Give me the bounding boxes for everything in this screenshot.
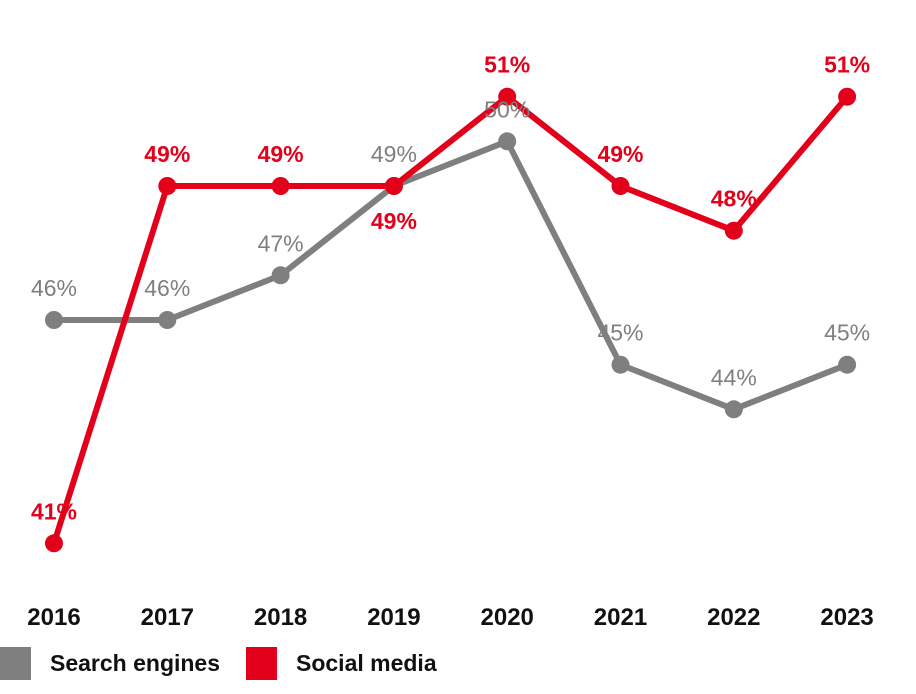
data-point-search-engines-2017 (158, 311, 177, 329)
data-label-search-engines-2022: 44% (711, 364, 757, 390)
data-point-social-media-2017 (158, 177, 177, 195)
data-label-search-engines-2023: 45% (824, 320, 870, 346)
x-tick-label-2019: 2019 (367, 604, 420, 631)
data-point-search-engines-2022 (724, 400, 743, 419)
data-label-search-engines-2019: 49% (371, 141, 417, 167)
data-point-social-media-2018 (271, 177, 290, 195)
data-label-search-engines-2017: 46% (144, 275, 190, 301)
data-label-social-media-2018: 49% (258, 141, 304, 167)
data-point-social-media-2016 (45, 534, 63, 553)
data-label-search-engines-2018: 47% (258, 230, 304, 256)
data-label-social-media-2023: 51% (824, 52, 870, 78)
data-label-social-media-2016: 41% (31, 498, 77, 524)
data-point-social-media-2019 (384, 177, 403, 195)
data-label-layer: 46% 46% 47% 49% 50% 45% 44% 45% 41% 49% 49% 49% 51% 4… (31, 52, 870, 525)
x-tick-label-2017: 2017 (141, 604, 194, 631)
data-label-social-media-2021: 49% (597, 141, 643, 167)
data-point-social-media-2021 (611, 177, 630, 195)
data-point-search-engines-2020 (498, 132, 517, 151)
legend: Search engines Social media (0, 647, 437, 680)
data-point-search-engines-2021 (611, 355, 630, 374)
data-point-search-engines-2018 (271, 266, 290, 285)
x-tick-label-2023: 2023 (820, 604, 873, 631)
data-label-social-media-2020: 51% (484, 52, 530, 78)
data-point-social-media-2023 (838, 87, 857, 106)
x-tick-label-2018: 2018 (254, 604, 307, 631)
data-label-social-media-2017: 49% (144, 141, 190, 167)
data-point-social-media-2022 (724, 221, 743, 240)
legend-swatch-social-media (246, 647, 277, 680)
data-point-social-media-2020 (498, 87, 517, 106)
x-axis: 2016 2017 2018 2019 2020 2021 2022 2023 (27, 604, 873, 631)
data-label-search-engines-2021: 45% (597, 320, 643, 346)
legend-swatch-search-engines (0, 647, 31, 680)
x-tick-label-2016: 2016 (27, 604, 80, 631)
series-line-search-engines (51, 138, 851, 413)
data-label-social-media-2019: 49% (371, 208, 417, 234)
data-point-search-engines-2023 (838, 355, 857, 374)
series-line-social-media (51, 93, 851, 547)
data-point-search-engines-2016 (45, 311, 63, 329)
data-label-search-engines-2016: 46% (31, 275, 77, 301)
x-tick-label-2022: 2022 (707, 604, 760, 631)
x-tick-label-2021: 2021 (594, 604, 647, 631)
x-tick-label-2020: 2020 (481, 604, 534, 631)
data-label-social-media-2022: 48% (711, 186, 757, 212)
legend-label-search-engines: Search engines (50, 650, 220, 676)
series-layer (45, 87, 857, 553)
data-label-search-engines-2020: 50% (484, 96, 530, 122)
legend-label-social-media: Social media (296, 650, 437, 676)
